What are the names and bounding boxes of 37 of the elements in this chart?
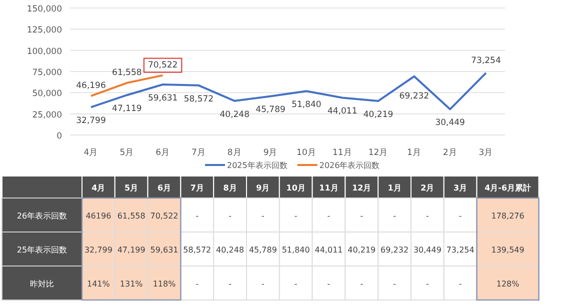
x-tick-label: 8月	[227, 148, 242, 158]
x-tick-label: 10月	[296, 148, 316, 158]
data-label: 70,522	[148, 60, 178, 70]
data-label: 73,254	[471, 56, 501, 66]
data-table: 4月 5月 6月 7月 8月 9月 10月 11月 12月 1月 2月 3月 4月-6月累計 26年表示回数 46196 61,558 70,522 - - - - - - - - - 178,276 25年表示回数 32,799 47,199 59,631 58,572 40,248 45,789 51,840 44,011 40,219 69,232 30,449 73,254 139,549 昨対比 141% 131% 118% - - - - - - - - - 128%	[2, 176, 540, 301]
x-tick-label: 1月	[406, 148, 422, 158]
data-label: 30,449	[435, 118, 465, 128]
x-tick-label: 12月	[368, 148, 388, 158]
y-tick-label: 50,000	[32, 89, 62, 100]
data-label: 40,248	[220, 110, 250, 120]
data-label: 40,219	[363, 110, 394, 120]
y-tick-label: 100,000	[26, 46, 62, 57]
legend-label: 2025年表示回数	[227, 161, 288, 170]
legend-label: 2026年表示回数	[319, 161, 380, 170]
data-label: 46,196	[76, 80, 106, 91]
data-label: 44,011	[327, 106, 358, 117]
data-label: 51,840	[292, 100, 322, 110]
x-tick-label: 9月	[263, 148, 278, 158]
data-label: 45,789	[256, 105, 286, 116]
data-label: 32,799	[76, 116, 106, 126]
y-tick-label: 125,000	[26, 26, 62, 36]
x-tick-label: 6月	[156, 148, 170, 158]
y-tick-label: 150,000	[26, 4, 62, 14]
data-label: 59,631	[148, 94, 178, 104]
x-tick-label: 3月	[478, 148, 494, 158]
x-tick-label: 4月	[84, 148, 98, 158]
x-tick-label: 11月	[332, 148, 352, 158]
data-label: 58,572	[184, 94, 214, 104]
y-tick-label: 75,000	[32, 68, 62, 78]
x-tick-label: 2月	[442, 148, 458, 158]
y-tick-label: 0	[56, 132, 62, 142]
y-tick-label: 25,000	[32, 110, 62, 120]
data-label: 69,232	[399, 91, 430, 102]
data-label: 47,119	[112, 104, 142, 114]
data-label: 61,558	[112, 68, 142, 78]
x-tick-label: 7月	[192, 148, 206, 158]
x-tick-label: 5月	[120, 148, 134, 158]
